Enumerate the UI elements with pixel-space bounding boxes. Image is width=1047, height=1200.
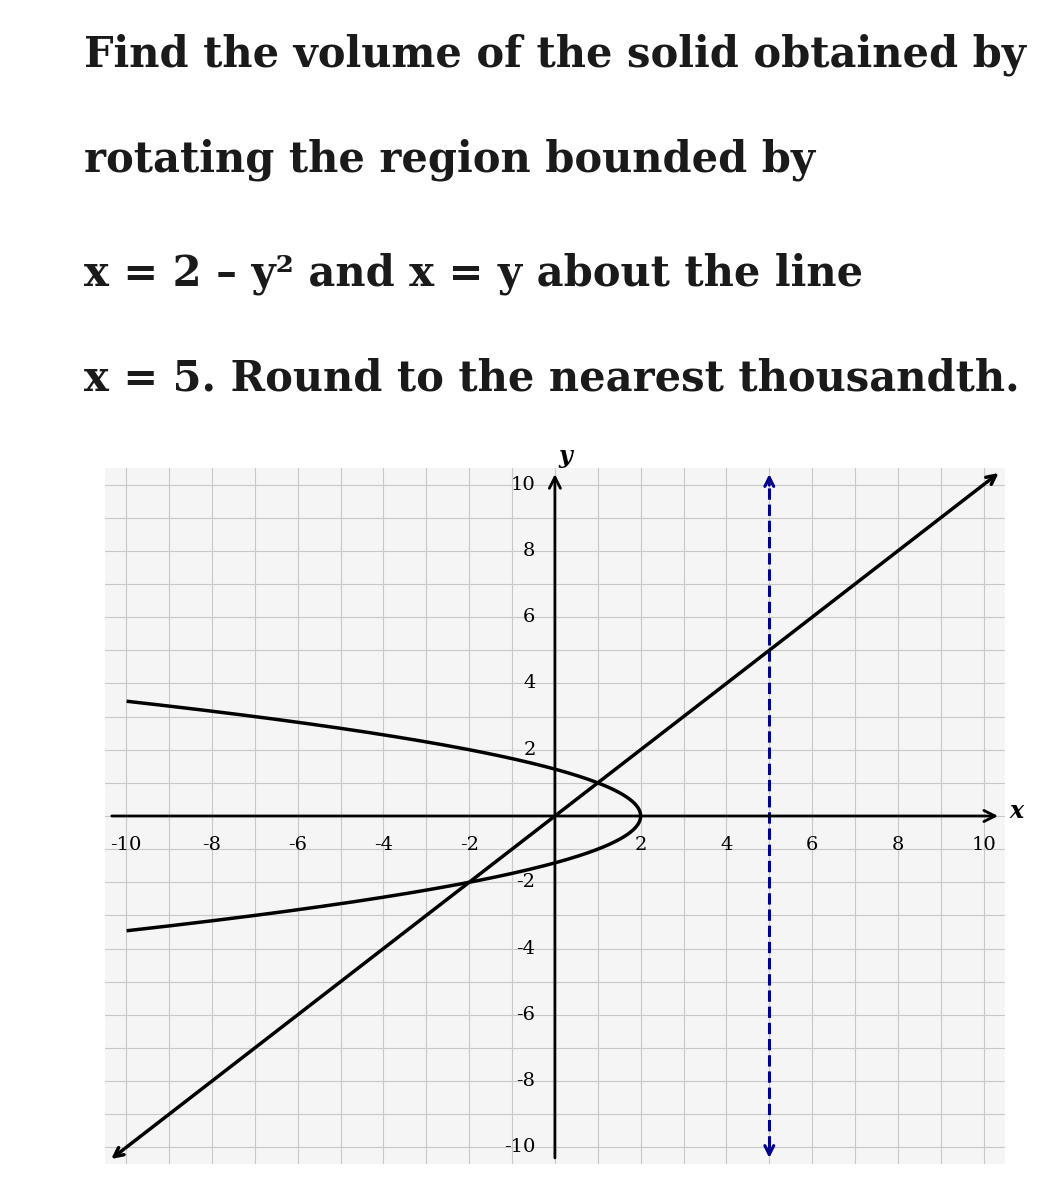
Text: 6: 6 [524, 608, 536, 626]
Text: 10: 10 [972, 836, 996, 854]
Text: -10: -10 [110, 836, 141, 854]
Text: -6: -6 [288, 836, 307, 854]
Text: x: x [1009, 799, 1024, 823]
Text: rotating the region bounded by: rotating the region bounded by [84, 138, 815, 181]
Text: x = 5. Round to the nearest thousandth.: x = 5. Round to the nearest thousandth. [84, 358, 1020, 400]
Text: -6: -6 [516, 1006, 536, 1024]
Text: x = 2 – y² and x = y about the line: x = 2 – y² and x = y about the line [84, 252, 863, 295]
Text: 10: 10 [511, 475, 536, 493]
Text: -10: -10 [505, 1139, 536, 1157]
Text: 2: 2 [634, 836, 647, 854]
Text: -8: -8 [516, 1072, 536, 1090]
Text: y: y [559, 444, 573, 468]
Text: 4: 4 [720, 836, 733, 854]
Text: -4: -4 [374, 836, 393, 854]
Text: 8: 8 [524, 542, 536, 560]
Text: -8: -8 [202, 836, 221, 854]
Text: 4: 4 [524, 674, 536, 692]
Text: -2: -2 [516, 874, 536, 892]
Text: -4: -4 [516, 940, 536, 958]
Text: Find the volume of the solid obtained by: Find the volume of the solid obtained by [84, 34, 1026, 76]
Text: 2: 2 [524, 740, 536, 758]
Text: 8: 8 [892, 836, 905, 854]
Text: 6: 6 [806, 836, 819, 854]
Text: -2: -2 [460, 836, 478, 854]
